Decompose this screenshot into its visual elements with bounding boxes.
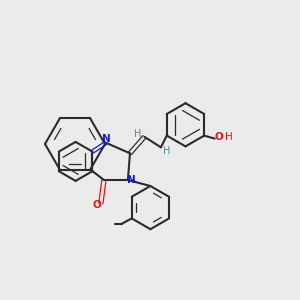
Text: O: O xyxy=(214,132,223,142)
Text: N: N xyxy=(127,175,136,185)
Text: N: N xyxy=(102,134,110,144)
Text: H: H xyxy=(225,132,233,142)
Text: O: O xyxy=(92,200,101,210)
Text: H: H xyxy=(134,129,142,139)
Text: H: H xyxy=(163,146,170,156)
